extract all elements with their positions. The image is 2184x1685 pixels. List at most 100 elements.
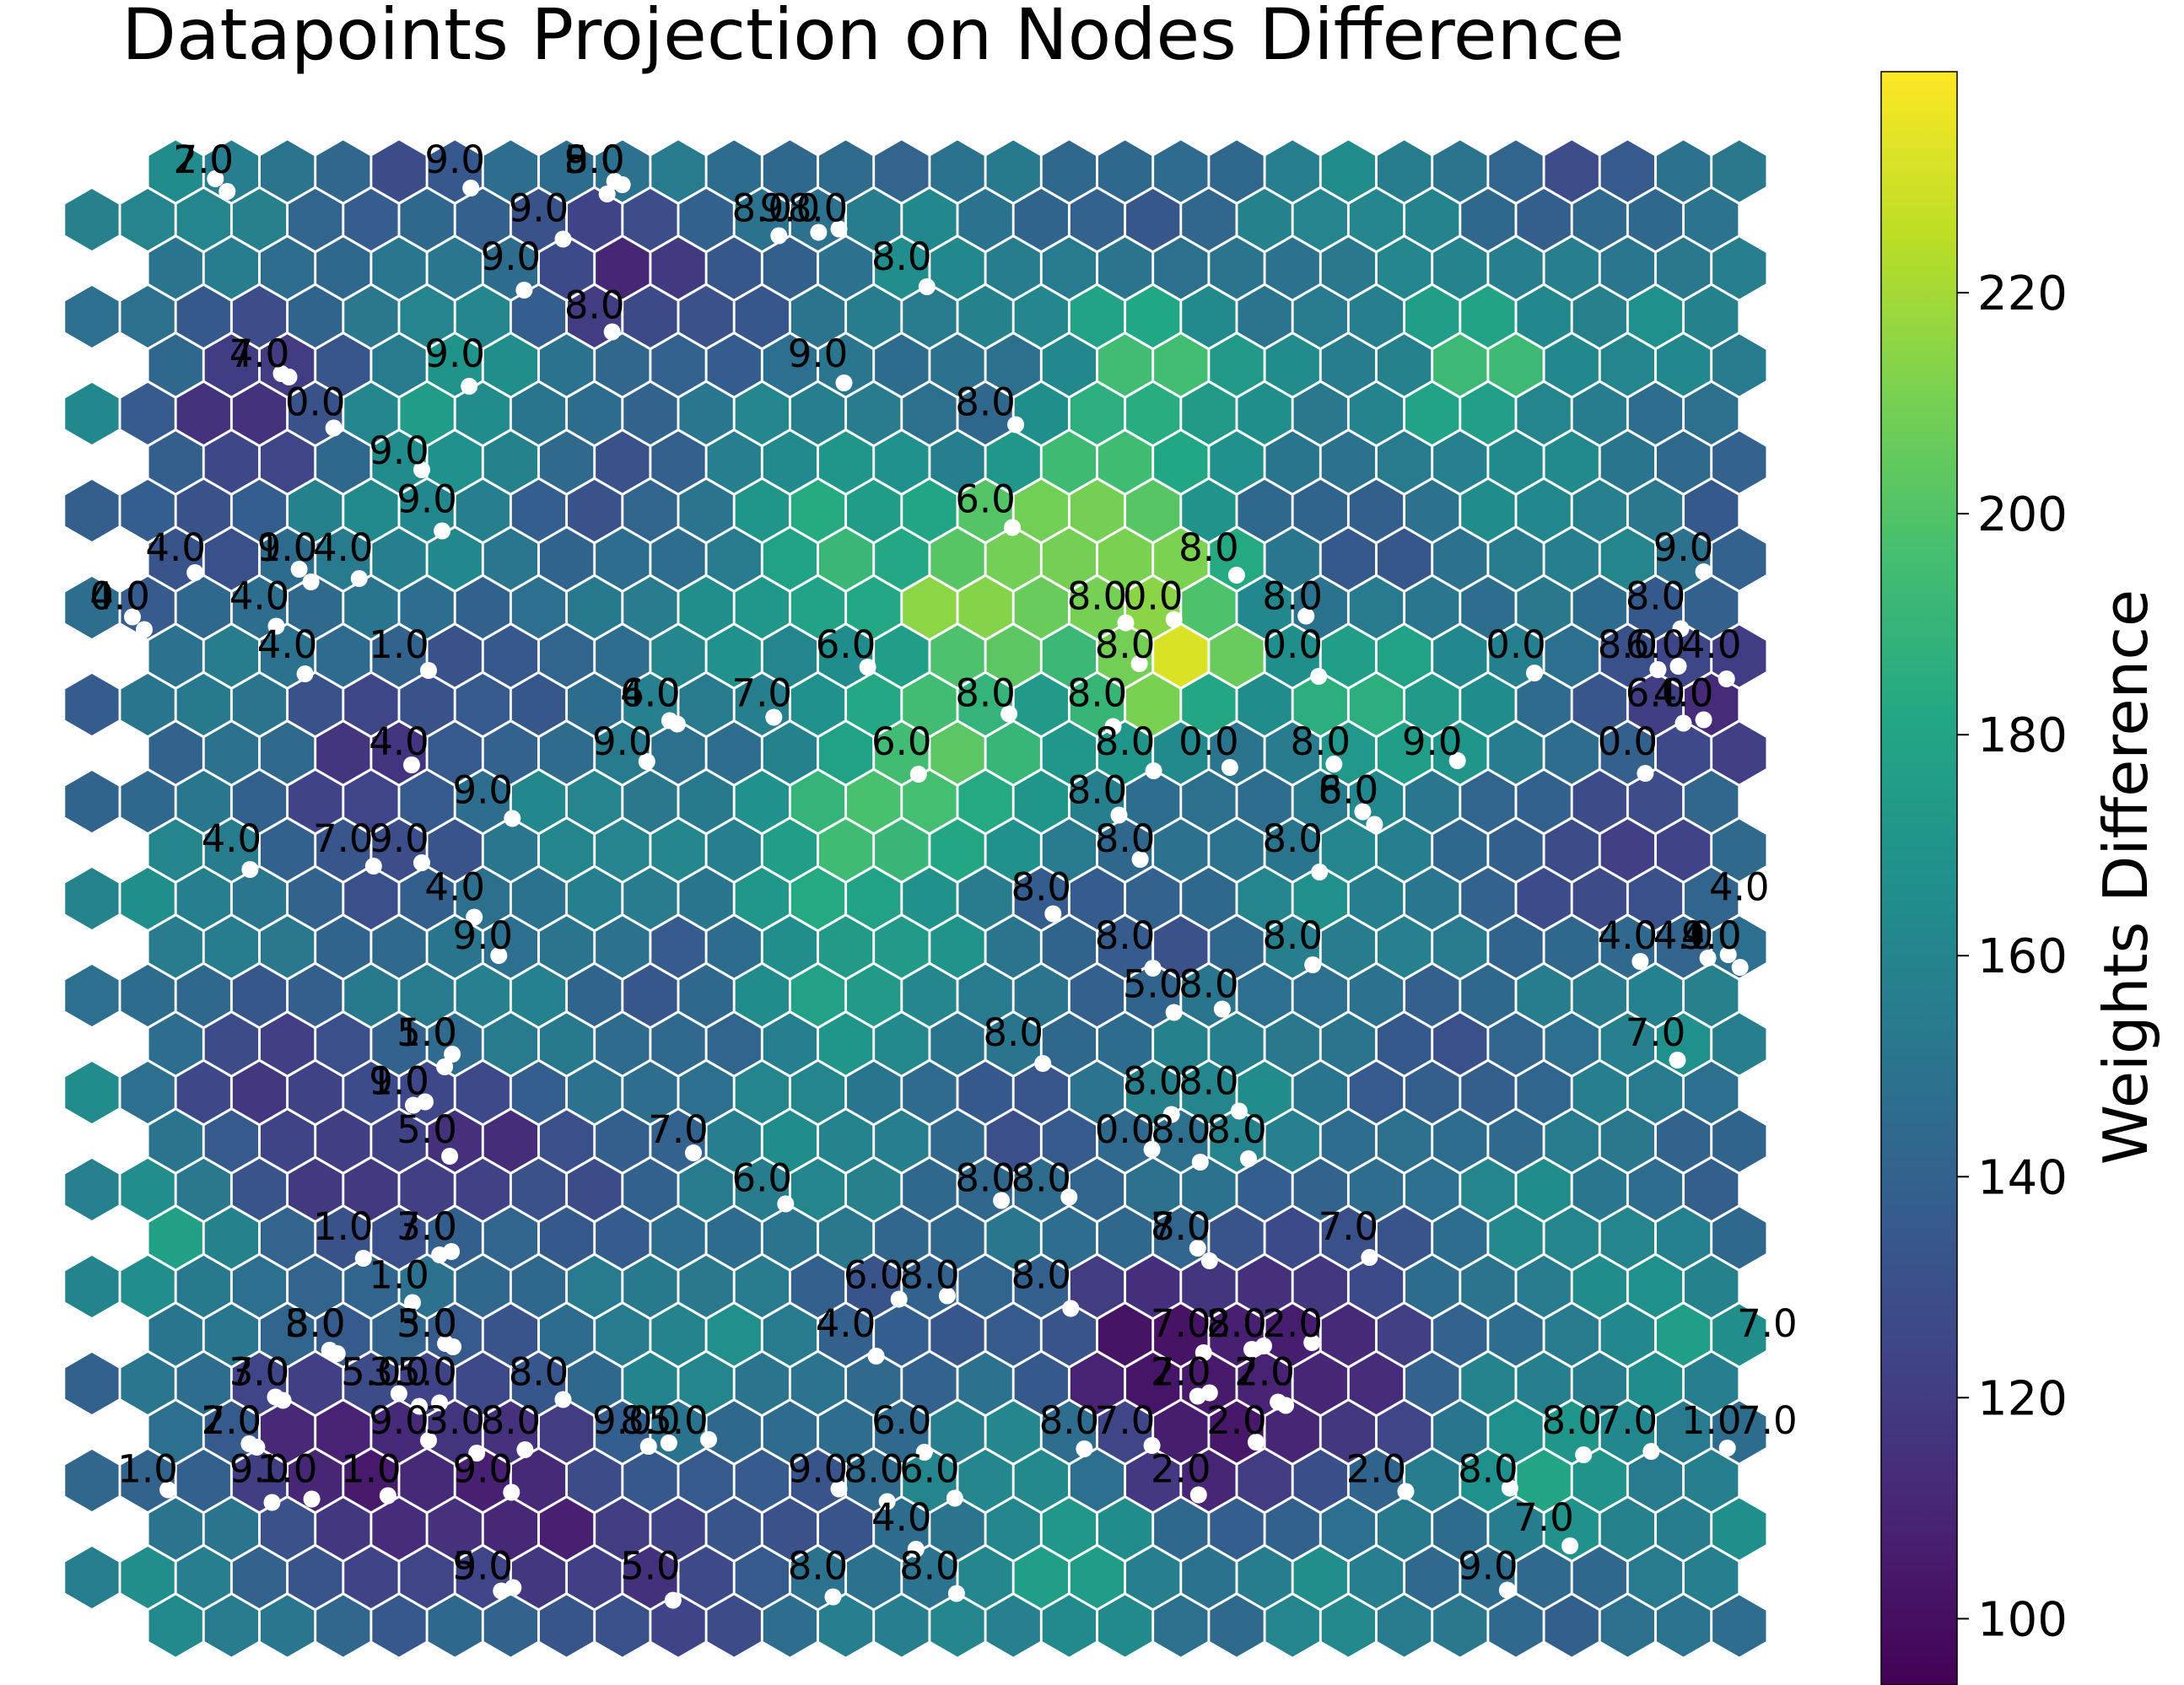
colorbar-tick-label: 140 — [1977, 1150, 2068, 1205]
datapoint-label: 7.0 — [174, 137, 235, 182]
datapoint-label: 1.0 — [369, 622, 429, 667]
datapoint-label: 8.0 — [1178, 525, 1239, 570]
datapoint-marker — [490, 947, 508, 964]
datapoint-label: 1.0 — [257, 525, 318, 570]
datapoint-label: 1.0 — [369, 1253, 429, 1298]
hex-cell — [62, 1544, 121, 1611]
hex-grid — [62, 137, 1768, 1660]
hex-cell — [62, 283, 121, 350]
datapoint-marker — [468, 1445, 486, 1462]
datapoint-label: 8.0 — [1067, 574, 1128, 619]
datapoint-label: 9.0 — [453, 768, 514, 813]
datapoint-label: 8.0 — [564, 137, 625, 182]
datapoint-label: 1.0 — [257, 1447, 318, 1492]
datapoint-marker — [420, 662, 437, 679]
datapoint-marker — [1754, 902, 1771, 919]
datapoint-label: 8.0 — [1206, 1107, 1267, 1152]
datapoint-label: 8.0 — [1151, 1107, 1211, 1152]
datapoint-label: 3.0 — [424, 1398, 485, 1443]
datapoint-label: 2.0 — [1151, 1350, 1211, 1395]
datapoint-marker — [1240, 1150, 1257, 1167]
datapoint-marker — [431, 1394, 449, 1412]
datapoint-marker — [296, 665, 314, 682]
datapoint-marker — [240, 1435, 258, 1452]
datapoint-marker — [218, 183, 236, 200]
datapoint-marker — [993, 1192, 1011, 1209]
datapoint-marker — [770, 227, 788, 245]
datapoint-label: 8.0 — [1262, 913, 1323, 958]
datapoint-label: 5.0 — [396, 1350, 457, 1395]
datapoint-label: 2.0 — [202, 1398, 262, 1443]
datapoint-label: 8.0 — [1095, 913, 1156, 958]
datapoint-label: 0.0 — [1262, 622, 1323, 667]
datapoint-label: 8.0 — [1067, 768, 1128, 813]
datapoint-marker — [938, 1287, 956, 1305]
datapoint-label: 8.0 — [983, 1010, 1043, 1055]
datapoint-label: 8.0 — [1095, 719, 1156, 764]
datapoint-marker — [1311, 864, 1329, 880]
datapoint-label: 8.0 — [899, 1253, 960, 1298]
datapoint-label: 4.0 — [816, 1301, 876, 1346]
datapoint-label: 7.0 — [1737, 1301, 1798, 1346]
datapoint-label: 8.0 — [1291, 719, 1351, 764]
datapoint-label: 5.0 — [620, 1544, 681, 1589]
datapoint-marker — [1448, 752, 1466, 769]
datapoint-label: 5.0 — [564, 137, 625, 182]
datapoint-label: 7.0 — [1151, 1204, 1211, 1249]
datapoint-label: 9.0 — [453, 913, 514, 958]
datapoint-marker — [503, 1483, 520, 1501]
datapoint-marker — [413, 854, 430, 871]
datapoint-label: 9.0 — [788, 331, 849, 376]
datapoint-label: 9.0 — [424, 331, 485, 376]
datapoint-label: 8.0 — [1095, 622, 1156, 667]
datapoint-marker — [515, 282, 533, 299]
datapoint-label: 5.0 — [648, 1398, 709, 1443]
datapoint-label: 0.0 — [1598, 719, 1658, 764]
datapoint-marker — [1117, 614, 1135, 632]
datapoint-label: 7.0 — [229, 1350, 290, 1395]
datapoint-label: 9.0 — [1681, 913, 1742, 958]
datapoint-label: 7.0 — [396, 1204, 457, 1249]
datapoint-marker — [1310, 668, 1328, 685]
datapoint-marker — [1719, 946, 1737, 963]
datapoint-marker — [1034, 1055, 1052, 1072]
datapoint-label: 6.0 — [732, 1156, 793, 1201]
datapoint-label: 7.0 — [313, 816, 374, 861]
datapoint-marker — [1501, 1479, 1518, 1497]
datapoint-label: 5.0 — [1123, 962, 1184, 1007]
datapoint-label: 1.0 — [1681, 1398, 1742, 1443]
datapoint-marker — [1695, 563, 1712, 580]
datapoint-marker — [1718, 1440, 1736, 1456]
datapoint-label: 9.0 — [788, 1447, 849, 1492]
datapoint-label: 8.0 — [1262, 816, 1323, 861]
datapoint-marker — [1669, 1052, 1686, 1069]
datapoint-marker — [1230, 1102, 1248, 1120]
datapoint-marker — [777, 1195, 795, 1213]
colorbar-tick-label: 100 — [1977, 1592, 2068, 1647]
datapoint-marker — [434, 522, 451, 540]
hex-cell — [62, 671, 121, 738]
datapoint-marker — [1000, 705, 1018, 723]
datapoint-label: 4.0 — [424, 865, 485, 910]
datapoint-label: 6.0 — [871, 1398, 932, 1443]
chart-title: Datapoints Projection on Nodes Differenc… — [121, 0, 1624, 76]
datapoint-label: 4.0 — [620, 671, 681, 716]
datapoint-label: 8.0 — [1011, 865, 1072, 910]
datapoint-label: 7.0 — [1151, 1301, 1211, 1346]
datapoint-marker — [1060, 1188, 1078, 1206]
datapoint-marker — [700, 1431, 717, 1448]
datapoint-label: 4.0 — [1653, 671, 1714, 716]
datapoint-marker — [685, 1144, 702, 1161]
datapoint-label: 8.0 — [1011, 1156, 1072, 1201]
datapoint-label: 9.0 — [369, 1398, 429, 1443]
datapoint-marker — [413, 461, 430, 478]
datapoint-label: 8.0 — [1598, 622, 1658, 667]
datapoint-label: 2.0 — [1262, 1301, 1323, 1346]
datapoint-label: 7.0 — [1598, 1398, 1658, 1443]
datapoint-marker — [554, 230, 572, 248]
datapoint-marker — [598, 186, 616, 202]
datapoint-marker — [1304, 956, 1322, 973]
datapoint-marker — [207, 170, 224, 187]
datapoint-marker — [1672, 620, 1690, 638]
datapoint-marker — [638, 753, 655, 770]
